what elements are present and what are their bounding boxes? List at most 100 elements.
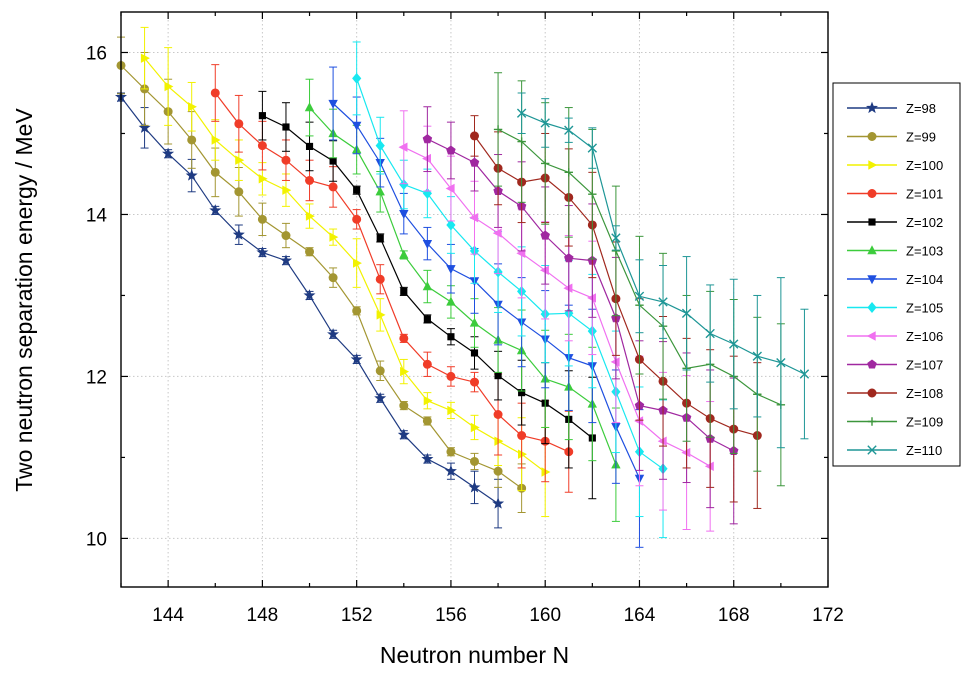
data-point xyxy=(867,417,877,426)
data-point xyxy=(469,317,480,327)
series-line xyxy=(403,146,711,467)
legend-entry: Z=100 xyxy=(847,158,943,173)
legend-label: Z=103 xyxy=(906,244,943,259)
data-point xyxy=(279,254,293,266)
legend-label: Z=99 xyxy=(906,130,936,145)
series-line xyxy=(309,107,617,465)
data-point xyxy=(352,214,362,224)
data-point xyxy=(353,186,361,194)
legend-label: Z=98 xyxy=(906,101,936,116)
data-point xyxy=(422,416,432,426)
data-point xyxy=(469,456,479,466)
data-point xyxy=(423,396,433,406)
data-point xyxy=(446,296,456,306)
data-point xyxy=(539,265,549,275)
data-point xyxy=(422,134,433,144)
data-point xyxy=(375,140,385,152)
legend: Z=98 Z=99 Z=100 Z=101 Z=102 Z=103 Z=104 Z=105 Z=… xyxy=(832,82,961,467)
legend-label: Z=109 xyxy=(906,415,943,430)
legend-entry: Z=101 xyxy=(847,187,943,202)
legend-label: Z=104 xyxy=(906,272,943,287)
legend-label: Z=108 xyxy=(906,386,943,401)
data-point xyxy=(867,245,877,255)
data-point xyxy=(164,81,174,92)
series-line xyxy=(144,57,546,473)
data-point xyxy=(211,135,221,145)
data-point xyxy=(281,155,291,165)
data-point xyxy=(492,497,505,509)
plot-area-frame xyxy=(120,11,829,588)
data-point xyxy=(704,461,714,471)
legend-label: Z=100 xyxy=(906,158,943,173)
data-point xyxy=(634,416,644,426)
data-point xyxy=(868,160,878,170)
data-point xyxy=(352,306,362,316)
data-point xyxy=(447,405,457,416)
legend-label: Z=105 xyxy=(906,301,943,316)
data-point xyxy=(517,137,526,146)
y-tick-label: 10 xyxy=(86,529,107,550)
y-tick-label: 14 xyxy=(86,205,108,226)
data-point xyxy=(258,174,268,184)
data-point xyxy=(376,234,384,242)
data-point xyxy=(400,366,410,377)
data-point xyxy=(564,125,574,135)
data-point xyxy=(588,190,597,199)
data-point xyxy=(234,119,244,129)
legend-entry: Z=99 xyxy=(847,130,936,145)
data-point xyxy=(352,72,362,84)
x-tick-label: 148 xyxy=(247,605,279,626)
data-point xyxy=(232,228,245,240)
data-point xyxy=(469,213,479,223)
data-point xyxy=(282,123,290,131)
data-point xyxy=(564,253,574,263)
data-point xyxy=(587,293,597,303)
data-point xyxy=(138,121,151,133)
series-z-102 xyxy=(258,90,597,500)
data-point xyxy=(446,219,456,231)
x-tick-label: 156 xyxy=(435,605,467,626)
data-point xyxy=(281,231,291,241)
data-point xyxy=(658,297,668,307)
series-line xyxy=(332,103,641,479)
legend-entry: Z=103 xyxy=(847,244,943,259)
data-point xyxy=(867,302,877,313)
data-point xyxy=(799,369,810,379)
x-tick-label: 152 xyxy=(341,605,373,626)
data-point xyxy=(541,467,551,477)
series-line xyxy=(214,92,570,453)
legend-entry: Z=104 xyxy=(847,272,943,287)
data-point xyxy=(494,436,504,446)
data-point xyxy=(140,53,150,63)
data-point xyxy=(375,366,385,376)
data-point xyxy=(517,449,527,459)
data-point xyxy=(469,157,480,167)
y-tick-label: 12 xyxy=(86,367,107,388)
data-point xyxy=(350,353,363,365)
x-tick-label: 144 xyxy=(152,605,184,626)
data-point xyxy=(867,445,877,455)
x-axis-label: Neutron number N xyxy=(380,642,569,668)
data-point xyxy=(587,143,598,153)
data-point xyxy=(374,391,387,404)
legend-entry: Z=102 xyxy=(847,215,943,230)
legend-label: Z=106 xyxy=(906,329,943,344)
axes: 144 148 152 156 160 164 168 172 10 12 14 16 xyxy=(86,12,844,626)
data-point xyxy=(681,447,691,458)
series-z-98 xyxy=(114,90,505,529)
data-point xyxy=(867,189,877,199)
data-point xyxy=(257,214,267,224)
data-point xyxy=(375,274,385,284)
data-point xyxy=(257,141,267,151)
data-point xyxy=(493,409,503,419)
data-point xyxy=(468,481,481,493)
data-point xyxy=(517,431,527,441)
data-point xyxy=(681,308,692,318)
x-tick-label: 160 xyxy=(529,605,561,626)
data-point xyxy=(328,273,338,283)
data-point xyxy=(399,179,409,190)
data-point xyxy=(209,204,222,216)
